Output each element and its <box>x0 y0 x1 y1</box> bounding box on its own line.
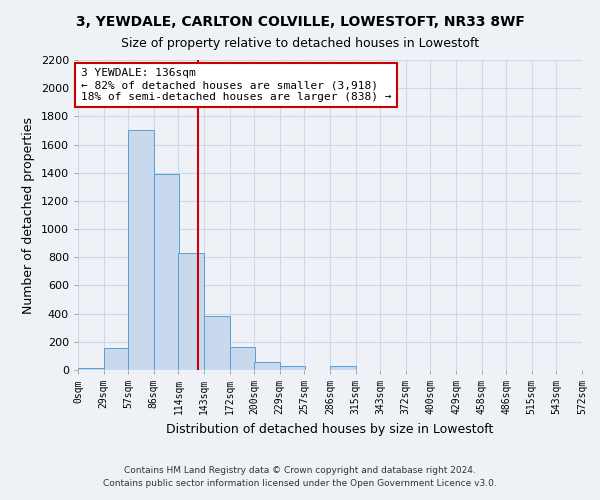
Bar <box>204 316 230 370</box>
Bar <box>254 362 280 370</box>
Bar <box>104 348 129 370</box>
Text: Size of property relative to detached houses in Lowestoft: Size of property relative to detached ho… <box>121 38 479 51</box>
Bar <box>230 348 255 370</box>
Bar <box>128 130 154 370</box>
Text: 3 YEWDALE: 136sqm
← 82% of detached houses are smaller (3,918)
18% of semi-detac: 3 YEWDALE: 136sqm ← 82% of detached hous… <box>80 68 391 102</box>
Bar <box>280 366 305 370</box>
Text: Contains HM Land Registry data © Crown copyright and database right 2024.
Contai: Contains HM Land Registry data © Crown c… <box>103 466 497 487</box>
Y-axis label: Number of detached properties: Number of detached properties <box>22 116 35 314</box>
Bar <box>330 366 356 370</box>
Bar <box>154 174 179 370</box>
X-axis label: Distribution of detached houses by size in Lowestoft: Distribution of detached houses by size … <box>166 422 494 436</box>
Text: 3, YEWDALE, CARLTON COLVILLE, LOWESTOFT, NR33 8WF: 3, YEWDALE, CARLTON COLVILLE, LOWESTOFT,… <box>76 15 524 29</box>
Bar <box>78 368 104 370</box>
Bar <box>178 253 204 370</box>
